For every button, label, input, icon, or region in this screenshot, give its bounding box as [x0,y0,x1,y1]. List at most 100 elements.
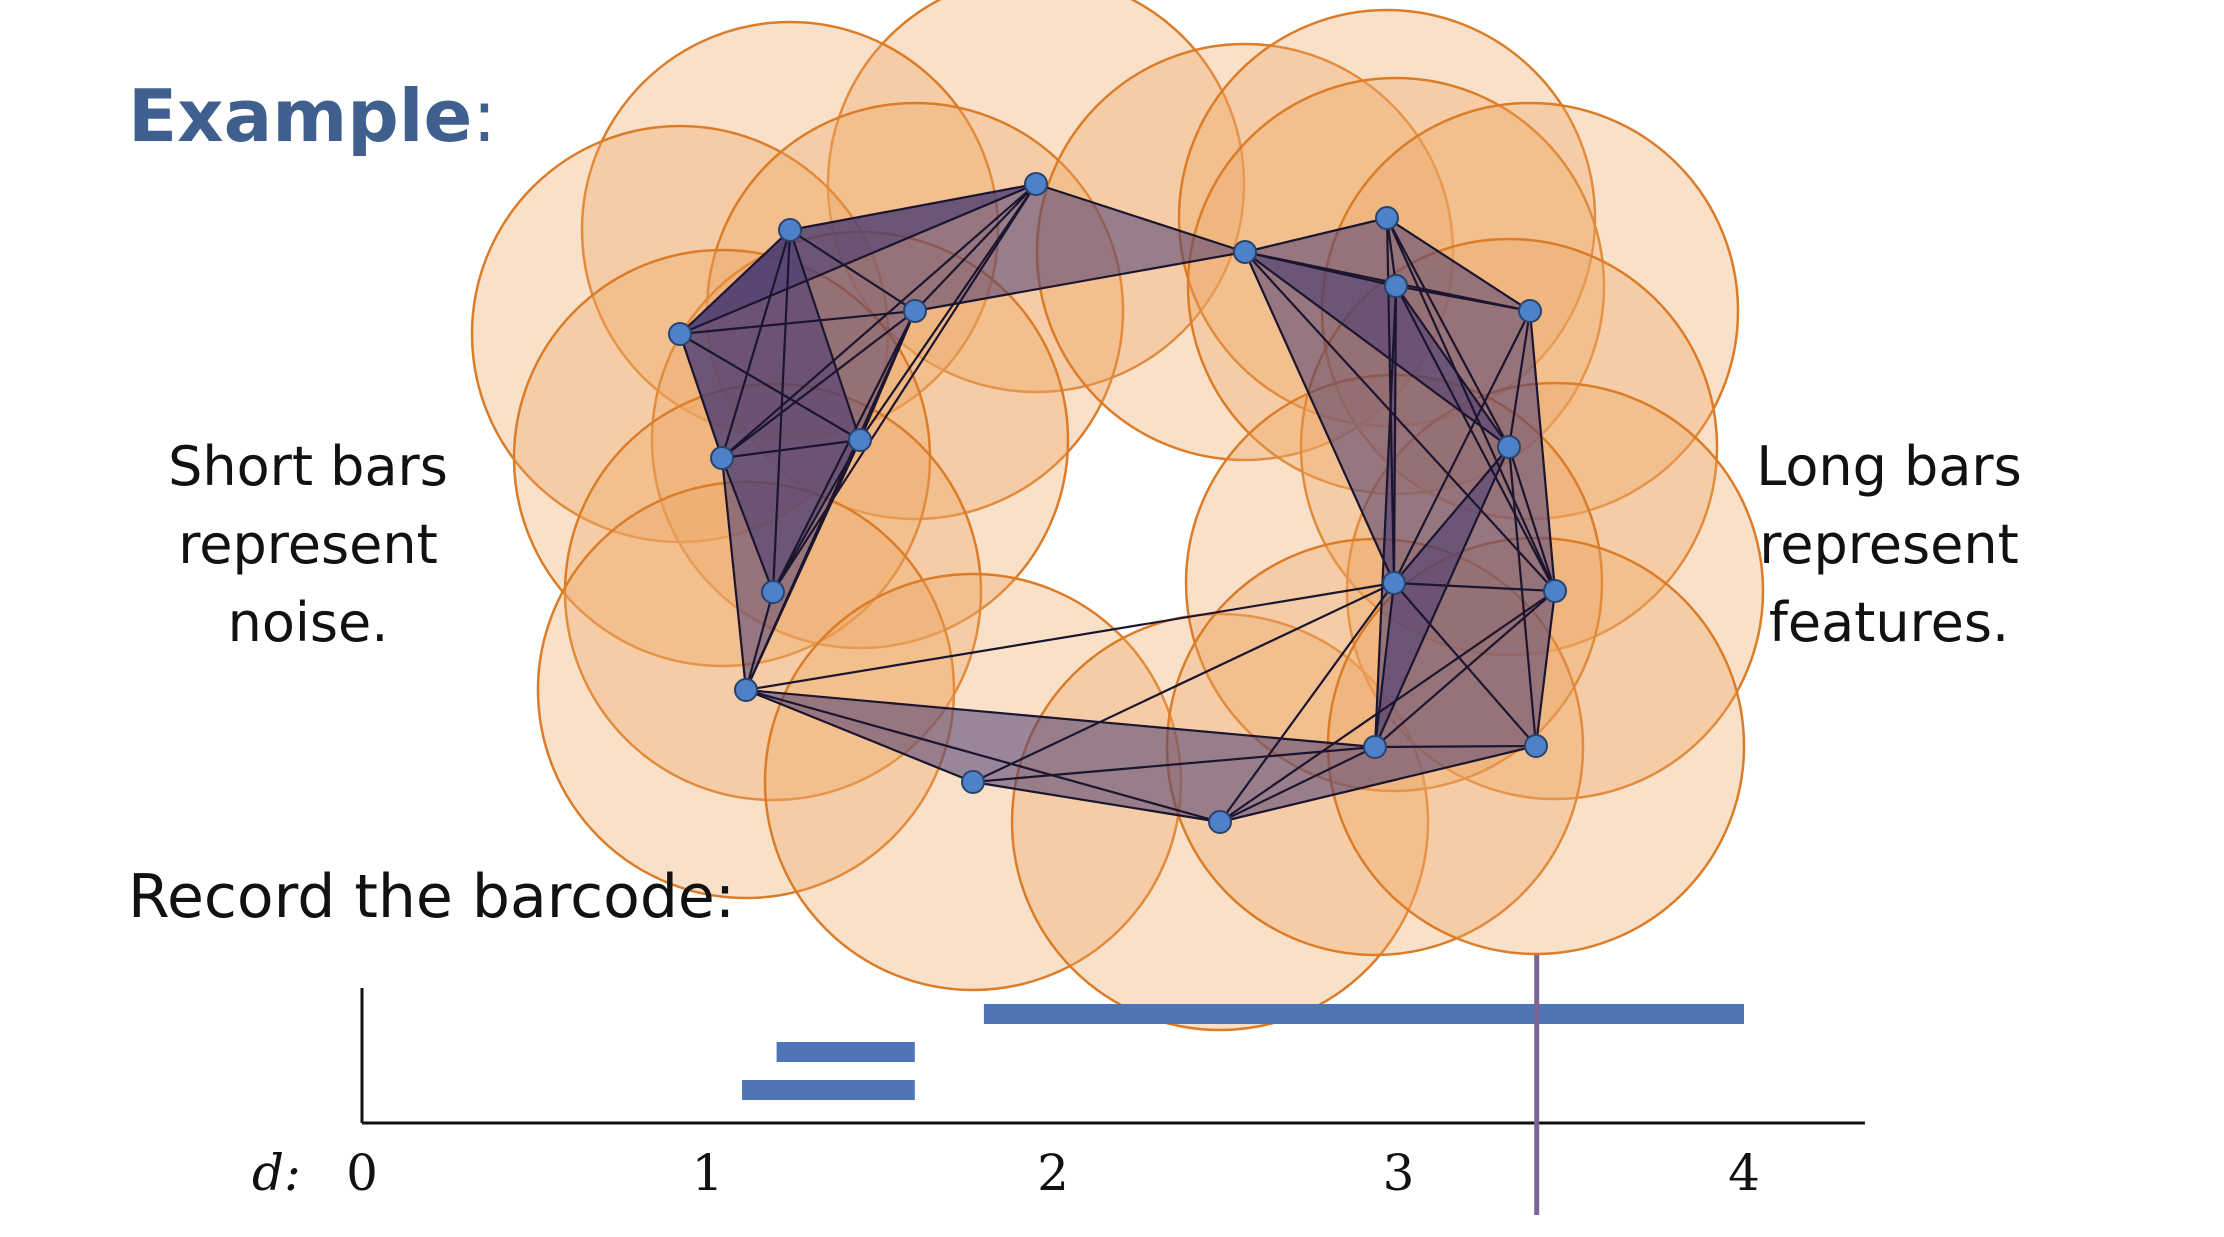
complex-edge [1374,590,1556,748]
features-note-line-3: features. [1768,591,2010,654]
complex-edge [1507,446,1557,592]
complex-edge [679,333,861,441]
barcode-bar [983,1004,1744,1024]
simplicial-complex [668,172,1567,834]
complex-edge [1507,310,1532,448]
vertex-point [1524,734,1548,758]
complex-edge [789,229,916,312]
complex-edge [788,229,862,441]
complex-edge [721,310,916,459]
noise-note-line-1: Short bars [168,435,448,498]
complex-edge [1392,285,1398,584]
complex-edge [914,250,1246,313]
noise-note: Short bars represent noise. [143,428,473,662]
complex-edge [1219,590,1556,823]
barcode-bar [742,1080,915,1100]
complex-edge [721,183,1037,459]
complex-edge [745,688,1221,824]
barcode-bars [742,1004,1744,1100]
barcode-tick-labels: 0 1 2 3 4 [346,1144,1760,1202]
vertex-point [1543,579,1567,603]
complex-edge [1035,182,1246,254]
complex-edge [1244,216,1388,254]
complex-edge [678,333,724,459]
vertex-point [903,299,927,323]
complex-triangle [973,747,1375,822]
complex-edge [1373,582,1396,748]
barcode-tick-label: 2 [1037,1144,1069,1202]
record-barcode-label: Record the barcode: [128,862,736,932]
complex-edge [859,183,1037,441]
complex-triangle [1394,286,1509,583]
complex-edge [1393,446,1510,584]
complex-triangle [746,690,1375,782]
complex-edge [1244,251,1556,592]
complex-edge [1395,285,1556,592]
complex-triangle [790,184,1036,311]
vertex-point [778,218,802,242]
barcode-chart: d: 0 1 2 3 4 [252,955,1865,1215]
complex-edge [772,183,1037,593]
complex-edge [744,439,862,691]
complex-edge [720,457,775,593]
complex-edge [972,745,1376,784]
complex-edge [972,780,1221,824]
vertex-point [1208,810,1232,834]
vertex-point [1233,240,1257,264]
complex-edge [1393,582,1537,747]
features-note-line-1: Long bars [1756,435,2022,498]
complex-triangle [1245,218,1396,286]
complex-edge [744,591,775,691]
complex-edge [1507,446,1538,747]
complex-edge [1534,590,1557,747]
vertex-point [1382,571,1406,595]
complex-edge [1244,251,1510,448]
complex-edge [1243,251,1396,584]
noise-note-line-3: noise. [227,591,389,654]
complex-edge [679,182,1037,336]
complex-edge [1374,744,1537,749]
vertex-point [1518,299,1542,323]
complex-triangle [722,458,773,690]
complex-edge [1395,284,1531,313]
complex-edge [745,688,974,784]
complex-edge [1219,746,1376,823]
complex-edge [1393,581,1556,593]
barcode-tick-label: 1 [692,1144,724,1202]
complex-triangle [1375,583,1536,747]
vertex-point [1024,172,1048,196]
page-title: Example: [128,74,497,158]
complex-edge [1528,310,1557,592]
vertex-point [848,428,872,452]
noise-note-line-2: represent [178,513,438,576]
barcode-x-axis-label: d: [252,1144,301,1202]
complex-edge [789,182,1037,232]
complex-edge [972,582,1395,783]
complex-edge [772,310,916,593]
complex-edge [679,309,916,336]
complex-triangle [1396,286,1530,447]
complex-edge [745,581,1395,692]
complex-edge [1219,744,1537,824]
complex-edge [1385,217,1557,592]
barcode-tick-label: 0 [346,1144,378,1202]
vertex-point [1497,435,1521,459]
complex-edge [771,229,792,593]
barcode-tick-label: 3 [1383,1144,1415,1202]
barcode-tick-label: 4 [1728,1144,1760,1202]
vertex-point [761,580,785,604]
complex-edge [1393,310,1531,584]
complex-edge [720,457,748,691]
complex-edge [772,439,861,593]
vertex-point [1384,274,1408,298]
complex-edge [679,229,791,335]
vertex-point [1363,735,1387,759]
vertex-point [961,770,985,794]
complex-edge [914,183,1037,312]
title-word: Example [128,74,473,158]
features-note-line-2: represent [1759,513,2019,576]
vertex-point [668,322,692,346]
complex-edge [745,688,1376,749]
complex-edge [1373,285,1398,748]
